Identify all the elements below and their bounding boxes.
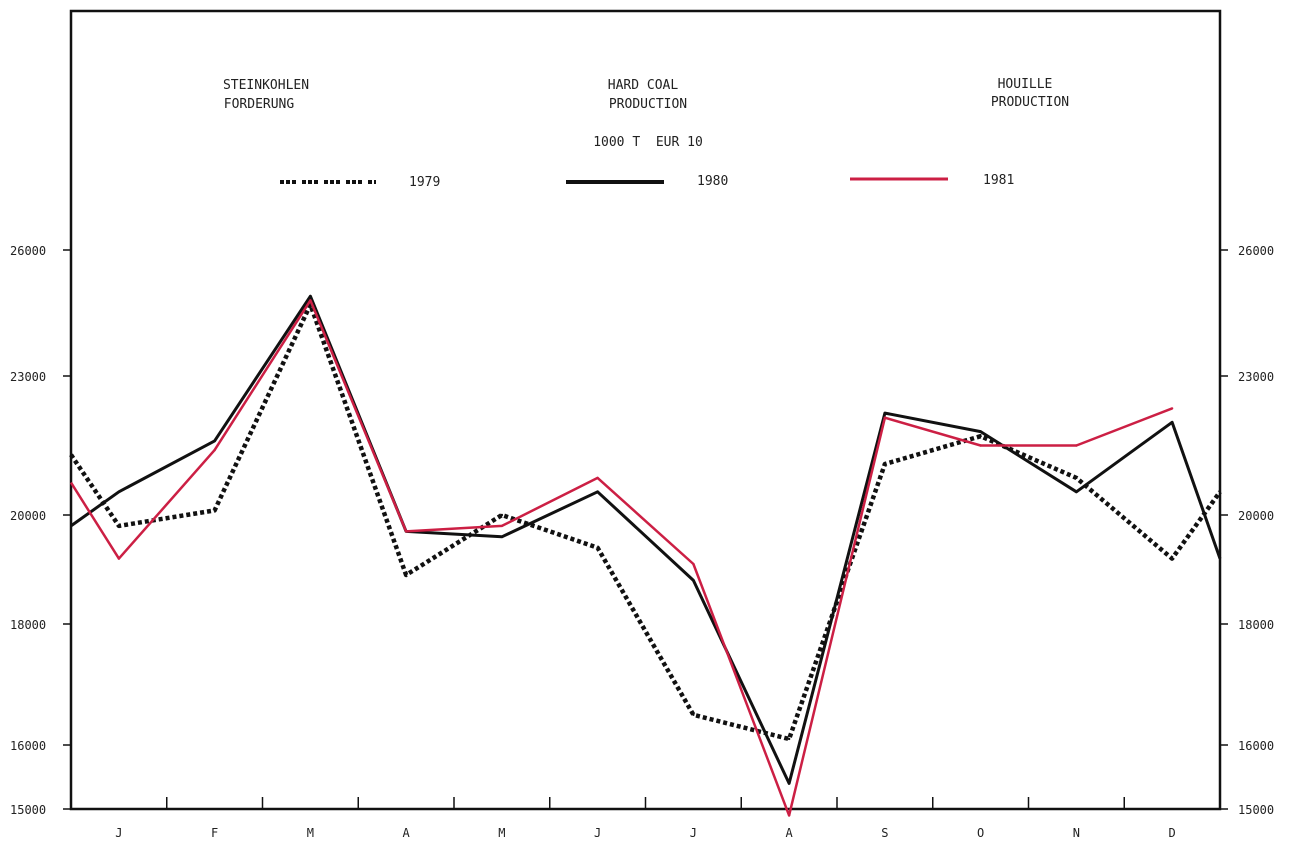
data-point-1981	[404, 530, 408, 533]
data-point-1979	[596, 546, 599, 549]
title-de-line2: FORDERUNG	[224, 97, 295, 112]
x-tick-label: J	[115, 826, 122, 840]
y-tick-label-right: 20000	[1238, 509, 1274, 523]
legend-label-1979: 1979	[409, 175, 440, 190]
data-point-1979	[500, 513, 504, 517]
data-point-1981	[979, 444, 982, 447]
x-tick-label: F	[211, 826, 218, 840]
data-point-1981	[596, 476, 599, 480]
y-tick-label-left: 23000	[10, 370, 46, 384]
series-layer	[69, 294, 1222, 817]
data-point-1980	[692, 579, 695, 582]
x-tick-label: M	[307, 826, 314, 840]
data-point-1979	[692, 713, 695, 716]
title-fr-line1: HOUILLE	[998, 77, 1053, 92]
data-point-1979	[1170, 557, 1174, 560]
data-point-1980	[979, 430, 982, 433]
x-tick-label: N	[1073, 826, 1080, 840]
y-tick-label-right: 26000	[1238, 244, 1274, 258]
legend-label-1981: 1981	[983, 173, 1014, 188]
data-point-1980	[309, 295, 312, 298]
data-point-1980	[883, 411, 887, 415]
data-point-1981	[500, 524, 504, 528]
data-point-1981	[117, 557, 121, 560]
x-tick-label: D	[1169, 826, 1176, 840]
data-point-1981	[883, 416, 887, 419]
data-point-1980	[500, 535, 504, 538]
data-point-1979	[1075, 476, 1078, 480]
title-en-line2: PRODUCTION	[609, 97, 687, 112]
legend: 1979 1980 1981	[280, 173, 1014, 190]
y-tick-label-right: 18000	[1238, 618, 1274, 632]
y-axis-left: 15000 16000 18000 20000 23000 26000	[10, 244, 71, 817]
series-line-1980	[70, 294, 1222, 785]
x-tick-label: S	[881, 826, 888, 840]
data-point-1980	[213, 439, 216, 443]
data-point-1980	[117, 490, 121, 494]
title-de-line1: STEINKOHLEN	[223, 78, 309, 93]
data-point-1981	[787, 814, 791, 817]
y-tick-label-left: 26000	[10, 244, 46, 258]
data-point-1979	[787, 737, 791, 741]
data-point-1981	[309, 299, 312, 302]
y-tick-label-right: 15000	[1238, 803, 1274, 817]
data-point-1980	[1170, 421, 1174, 424]
x-tick-label: J	[690, 826, 697, 840]
y-tick-label-left: 20000	[10, 509, 46, 523]
series-line-1979	[69, 302, 1222, 742]
plot-frame	[69, 9, 1222, 811]
unit-label: 1000 T EUR 10	[593, 135, 703, 150]
data-point-1981	[213, 448, 216, 452]
data-point-1981	[1170, 407, 1174, 410]
y-tick-label-right: 23000	[1238, 370, 1274, 384]
data-point-1981	[692, 562, 695, 566]
data-point-1979	[883, 462, 887, 466]
data-point-1979	[979, 435, 982, 438]
series-line-1981	[69, 299, 1173, 817]
x-tick-label: A	[403, 826, 411, 840]
title-en-line1: HARD COAL	[608, 78, 679, 93]
x-tick-label: O	[977, 826, 984, 840]
data-point-1980	[787, 782, 791, 785]
y-axis-right: 15000 16000 18000 20000 23000 26000	[1220, 244, 1274, 817]
data-point-1980	[596, 490, 599, 494]
data-point-1979	[404, 573, 408, 577]
legend-label-1980: 1980	[697, 174, 728, 189]
data-point-1979	[213, 509, 216, 512]
x-tick-label: M	[498, 826, 505, 840]
data-point-1979	[117, 524, 121, 528]
y-tick-label-right: 16000	[1238, 739, 1274, 753]
y-tick-label-left: 15000	[10, 803, 46, 817]
data-point-1981	[1075, 444, 1078, 447]
title-fr-line2: PRODUCTION	[991, 95, 1069, 110]
x-tick-label: J	[594, 826, 601, 840]
x-tick-label: A	[786, 826, 794, 840]
y-tick-label-left: 18000	[10, 618, 46, 632]
data-point-1980	[1075, 490, 1078, 494]
y-tick-label-left: 16000	[10, 739, 46, 753]
